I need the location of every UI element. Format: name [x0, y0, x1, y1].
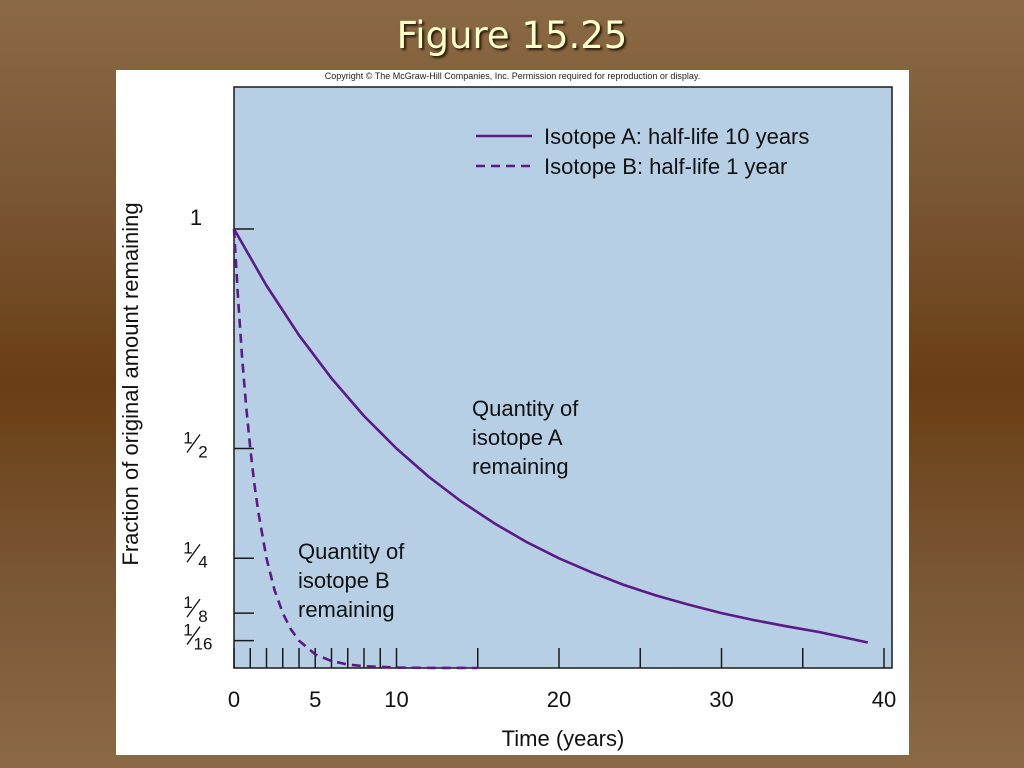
- copyright-notice: Copyright © The McGraw-Hill Companies, I…: [324, 71, 701, 81]
- series-layer: [232, 228, 869, 670]
- plot-area: [233, 86, 893, 669]
- annotation-line: isotope A: [472, 425, 563, 450]
- y-tick-fraction: 14: [183, 538, 207, 571]
- annotation-line: isotope B: [298, 568, 390, 593]
- x-axis-label: Time (years): [502, 726, 625, 751]
- fraction-slash: [186, 598, 201, 618]
- legend-entry: Isotope A: half-life 10 years: [544, 124, 809, 149]
- annotation-line: Quantity of: [472, 396, 579, 421]
- y-tick-numerator: 1: [183, 538, 192, 557]
- x-tick-label: 0: [228, 687, 240, 712]
- x-tick-label: 5: [309, 687, 321, 712]
- fraction-slash: [186, 543, 201, 563]
- annotation-isotope-b: Quantity of isotope B remaining: [298, 539, 405, 622]
- y-tick-numerator: 1: [183, 429, 192, 448]
- fraction-slash: [186, 626, 201, 645]
- y-tick-numerator: 1: [183, 593, 192, 612]
- x-tick-label: 30: [709, 687, 733, 712]
- y-tick-numerator: 1: [183, 621, 192, 640]
- y-tick-fraction: 116: [183, 621, 212, 654]
- series-line-isotope-a: [232, 228, 869, 644]
- fraction-slash: [186, 434, 201, 453]
- y-tick-fraction: 18: [183, 593, 207, 626]
- x-tick-label: 20: [547, 687, 571, 712]
- y-tick-fraction: 12: [183, 429, 207, 462]
- y-tick-denominator: 16: [194, 635, 213, 654]
- annotation-line: Quantity of: [298, 539, 405, 564]
- annotation-line: remaining: [298, 597, 395, 622]
- annotation-isotope-a: Quantity of isotope A remaining: [472, 396, 579, 479]
- annotation-line: remaining: [472, 454, 569, 479]
- y-axis-label: Fraction of original amount remaining: [118, 202, 143, 565]
- y-tick-denominator: 2: [198, 443, 207, 462]
- y-tick-denominator: 4: [198, 552, 207, 571]
- figure-panel: Copyright © The McGraw-Hill Companies, I…: [116, 70, 909, 755]
- legend-entry: Isotope B: half-life 1 year: [544, 154, 787, 179]
- x-tick-label: 40: [872, 687, 896, 712]
- y-tick-label: 1: [190, 205, 202, 230]
- x-tick-label: 10: [384, 687, 408, 712]
- y-tick-denominator: 8: [198, 607, 207, 626]
- legend: Isotope A: half-life 10 years Isotope B: …: [476, 124, 809, 179]
- slide-title: Figure 15.25: [396, 14, 628, 57]
